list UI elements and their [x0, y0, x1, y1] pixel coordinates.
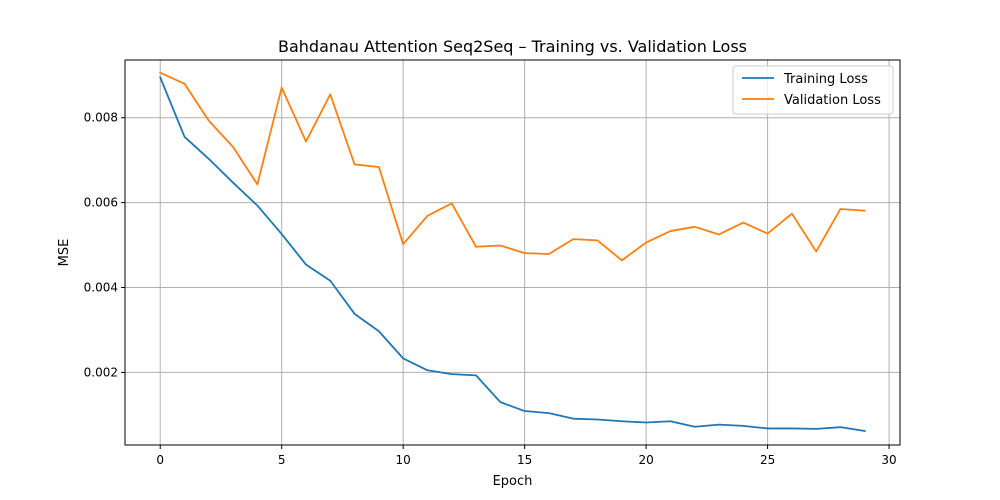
x-tick-label: 0 [156, 453, 164, 467]
legend: Training Loss Validation Loss [732, 65, 894, 115]
y-tick-label: 0.002 [84, 365, 118, 379]
x-tick-label: 25 [760, 453, 775, 467]
plot-frame [124, 59, 901, 446]
axis-ticks: 0 5 10 15 20 25 30 0.002 0.004 0.006 0.008 [84, 111, 897, 467]
grid [125, 60, 900, 445]
y-axis-label: MSE [57, 239, 72, 267]
x-tick-label: 5 [278, 453, 286, 467]
y-tick-label: 0.006 [84, 196, 118, 210]
x-tick-label: 30 [881, 453, 896, 467]
y-tick-label: 0.004 [84, 281, 118, 295]
x-tick-label: 15 [517, 453, 532, 467]
y-tick-label: 0.008 [84, 111, 118, 125]
x-tick-label: 10 [396, 453, 411, 467]
training-loss-line [159, 76, 866, 433]
validation-loss-legend-label: Validation Loss [784, 93, 881, 108]
x-tick-label: 20 [638, 453, 653, 467]
chart-title: Bahdanau Attention Seq2Seq – Training vs… [278, 37, 747, 56]
x-axis-label: Epoch [493, 474, 533, 489]
validation-loss-line [159, 71, 866, 262]
series-lines [159, 71, 866, 433]
training-loss-legend-label: Training Loss [783, 72, 868, 87]
